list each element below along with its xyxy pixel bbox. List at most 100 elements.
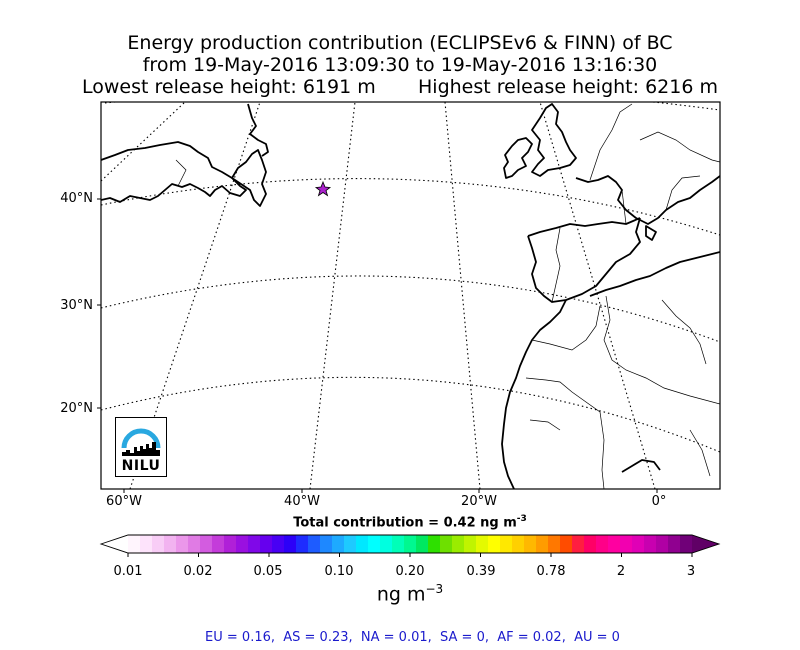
colorbar-swatch [308, 535, 321, 553]
colorbar-swatch [536, 535, 549, 553]
lat-label-20n: 20°N [60, 401, 93, 416]
colorbar-swatch [572, 535, 585, 553]
colorbar-units-text: ng m [376, 583, 426, 606]
colorbar-swatch [164, 535, 177, 553]
lon-label-40w: 40°W [284, 494, 320, 509]
plot-title-line1: Energy production contribution (ECLIPSEv… [127, 32, 673, 54]
parallel-30n [101, 275, 720, 343]
border-niger [689, 429, 711, 477]
great-britain-coast [531, 103, 577, 177]
colorbar-title-exponent: -3 [516, 514, 527, 524]
gulf-of-guinea-coast [621, 459, 661, 473]
colorbar-swatch [368, 535, 381, 553]
colorbar-swatch [248, 535, 261, 553]
colorbar-swatch [140, 535, 153, 553]
colorbar-swatch [548, 535, 561, 553]
iberia-north-coast [527, 217, 641, 237]
colorbar-tick-label: 0.02 [183, 564, 213, 579]
newfoundland-coast [231, 149, 267, 207]
lat-label-40n: 40°N [60, 191, 93, 206]
colorbar-title: Total contribution = 0.42 ng m-3 [0, 514, 800, 530]
map-background [101, 102, 720, 489]
border-west-europe [589, 103, 633, 181]
lat-label-30n: 30°N [60, 298, 93, 313]
colorbar-swatch [224, 535, 237, 553]
colorbar-swatch [260, 535, 273, 553]
nilu-logo-graphic [121, 428, 161, 456]
plot-title-line3: Lowest release height: 6191 m Highest re… [82, 76, 718, 98]
colorbar-swatch [680, 535, 693, 553]
colorbar-swatch [404, 535, 417, 553]
border-algeria [603, 295, 720, 405]
colorbar-tick-label: 0.39 [466, 564, 496, 579]
lon-label-0: 0° [651, 494, 667, 509]
colorbar-swatch [284, 535, 297, 553]
colorbar-tick-label: 0.20 [395, 564, 425, 579]
border-senegal [529, 419, 561, 431]
lon-label-60w: 60°W [106, 494, 142, 509]
release-location-star [314, 180, 332, 197]
colorbar-swatch [512, 535, 525, 553]
colorbar-swatch [344, 535, 357, 553]
labrador-coast [247, 103, 269, 157]
colorbar-swatch [476, 535, 489, 553]
colorbar-swatch [176, 535, 189, 553]
colorbar-swatch [200, 535, 213, 553]
colorbar-swatch [428, 535, 441, 553]
colorbar-swatch [272, 535, 285, 553]
border-spain-france [621, 189, 627, 225]
africa-north-coast [589, 251, 720, 297]
parallel-20n [101, 376, 720, 453]
colorbar-units-exponent: −3 [425, 582, 444, 596]
colorbar-swatch [644, 535, 657, 553]
colorbar-swatch [440, 535, 453, 553]
colorbar-tick-label: 0.10 [324, 564, 354, 579]
plot-title-line2: from 19-May-2016 13:09:30 to 19-May-2016… [142, 54, 658, 76]
colorbar-over-arrow [692, 535, 719, 553]
parallel-40n [101, 178, 720, 236]
colorbar-swatch [464, 535, 477, 553]
nilu-logo-text: NILU [121, 458, 161, 474]
colorbar-swatch [584, 535, 597, 553]
colorbar-tick-label: 3 [686, 564, 696, 579]
north-america-coast [101, 141, 247, 203]
colorbar-tick-label: 2 [616, 564, 626, 579]
colorbar-swatch [608, 535, 621, 553]
border-central-europe [639, 131, 720, 163]
colorbar-swatch [452, 535, 465, 553]
colorbar-swatch [416, 535, 429, 553]
balearic-islands [645, 225, 657, 241]
colorbar-title-text: Total contribution = 0.42 ng m [293, 515, 517, 531]
map-frame [100, 101, 721, 490]
colorbar-swatch [632, 535, 645, 553]
colorbar [99, 534, 721, 557]
ireland-coast [503, 137, 533, 179]
graticule-parallels [101, 102, 720, 453]
colorbar-tick-label: 0.05 [253, 564, 283, 579]
colorbar-swatch [560, 535, 573, 553]
africa-west-coast [501, 299, 567, 489]
colorbar-swatch [524, 535, 537, 553]
colorbar-swatch [500, 535, 513, 553]
colorbar-swatch [356, 535, 369, 553]
iberia-south-coast [527, 217, 641, 303]
colorbar-units: ng m−3 [0, 582, 800, 605]
colorbar-swatch [152, 535, 165, 553]
colorbar-swatch [188, 535, 201, 553]
border-portugal-spain [551, 227, 561, 303]
coastlines [101, 103, 720, 489]
region-summary: EU = 0.16, AS = 0.23, NA = 0.01, SA = 0,… [205, 630, 620, 645]
nilu-logo: NILU [115, 417, 167, 477]
border-alps [665, 175, 701, 211]
meridian-40w [309, 102, 356, 489]
colorbar-swatch [380, 535, 393, 553]
france-coast [575, 175, 720, 225]
colorbar-swatch [392, 535, 405, 553]
meridian-20w [444, 102, 481, 489]
colorbar-swatch [668, 535, 681, 553]
colorbar-swatch [128, 535, 141, 553]
meridian-70w [101, 102, 186, 182]
axis-ticks [97, 198, 658, 493]
colorbar-swatch [596, 535, 609, 553]
